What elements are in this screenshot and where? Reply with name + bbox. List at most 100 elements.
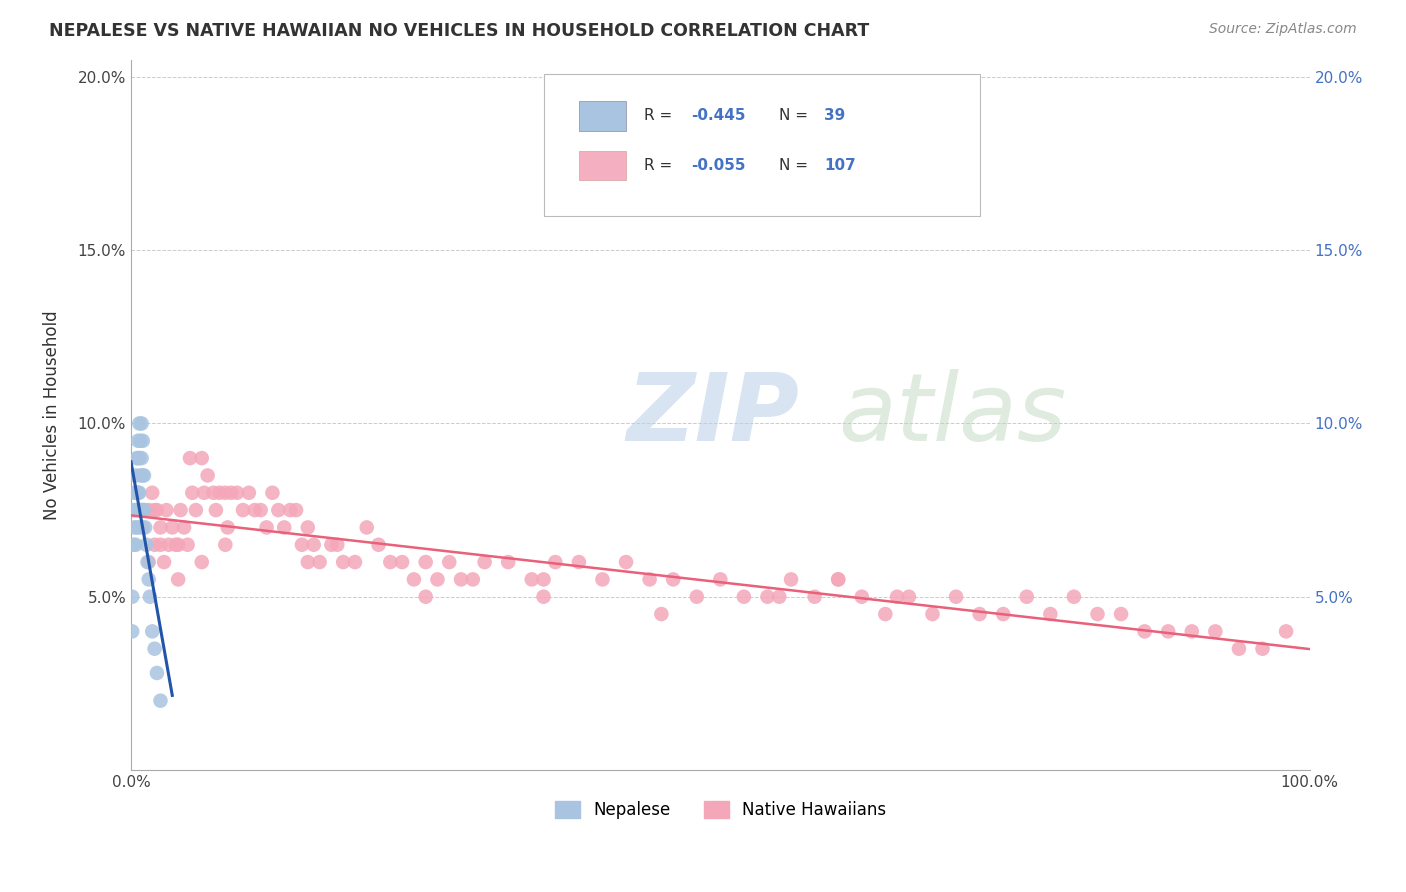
Point <box>132 468 155 483</box>
Point <box>153 555 176 569</box>
Point <box>686 590 709 604</box>
Text: R =: R = <box>644 108 676 123</box>
Point <box>249 503 271 517</box>
Point <box>141 624 163 639</box>
FancyBboxPatch shape <box>544 74 980 216</box>
Point <box>1275 624 1298 639</box>
Point <box>131 451 153 466</box>
Point <box>343 555 366 569</box>
Point <box>226 485 249 500</box>
Point <box>127 451 149 466</box>
Point <box>162 520 184 534</box>
Point <box>132 520 155 534</box>
Point <box>302 538 325 552</box>
Point <box>149 694 172 708</box>
Point <box>450 573 472 587</box>
Point <box>217 520 239 534</box>
Point <box>131 503 153 517</box>
Point <box>122 538 145 552</box>
Point <box>827 573 849 587</box>
Text: 39: 39 <box>824 108 845 123</box>
Point <box>439 555 461 569</box>
Point <box>592 573 614 587</box>
Point <box>132 503 155 517</box>
Point <box>614 555 637 569</box>
Point <box>143 641 166 656</box>
Point <box>356 520 378 534</box>
Point <box>205 503 228 517</box>
Point <box>165 538 187 552</box>
Point <box>135 538 157 552</box>
Point <box>129 468 152 483</box>
Point <box>1181 624 1204 639</box>
Point <box>733 590 755 604</box>
Point <box>496 555 519 569</box>
Point <box>267 503 290 517</box>
Point <box>273 520 295 534</box>
Point <box>426 573 449 587</box>
Point <box>132 503 155 517</box>
Text: R =: R = <box>644 158 676 173</box>
Point <box>544 555 567 569</box>
Point <box>1087 607 1109 621</box>
Point <box>173 520 195 534</box>
Point <box>125 503 148 517</box>
Point <box>232 503 254 517</box>
Point <box>533 590 555 604</box>
Point <box>875 607 897 621</box>
Point <box>367 538 389 552</box>
Point <box>1157 624 1180 639</box>
Point <box>128 485 150 500</box>
Text: atlas: atlas <box>838 369 1066 460</box>
Point <box>291 538 314 552</box>
Point <box>122 503 145 517</box>
Point <box>138 555 160 569</box>
Point <box>332 555 354 569</box>
Point <box>128 520 150 534</box>
Point <box>921 607 943 621</box>
Point <box>285 503 308 517</box>
Point <box>134 503 156 517</box>
Point <box>662 573 685 587</box>
Point <box>768 590 790 604</box>
Point <box>128 417 150 431</box>
Point <box>127 434 149 448</box>
Point <box>993 607 1015 621</box>
Point <box>125 520 148 534</box>
Point <box>945 590 967 604</box>
Text: -0.055: -0.055 <box>690 158 745 173</box>
Point <box>193 485 215 500</box>
Point <box>136 555 159 569</box>
Point <box>184 503 207 517</box>
Point <box>886 590 908 604</box>
Bar <box>579 151 626 180</box>
Point <box>827 573 849 587</box>
Point <box>461 573 484 587</box>
Point <box>415 590 437 604</box>
Point <box>190 555 212 569</box>
Point <box>851 590 873 604</box>
Point <box>256 520 278 534</box>
Text: N =: N = <box>779 158 813 173</box>
Point <box>139 590 162 604</box>
Point <box>1133 624 1156 639</box>
Point <box>202 485 225 500</box>
Point <box>297 555 319 569</box>
Point <box>143 538 166 552</box>
Point <box>181 485 204 500</box>
Point <box>146 665 169 680</box>
Point <box>297 520 319 534</box>
Point <box>167 573 190 587</box>
Point <box>131 417 153 431</box>
Point <box>146 503 169 517</box>
Point <box>897 590 920 604</box>
Y-axis label: No Vehicles in Household: No Vehicles in Household <box>44 310 60 520</box>
Point <box>214 485 236 500</box>
Point <box>179 451 201 466</box>
Point <box>149 538 172 552</box>
Point <box>650 607 672 621</box>
Point <box>321 538 343 552</box>
Point <box>1109 607 1132 621</box>
Point <box>208 485 231 500</box>
Point <box>568 555 591 569</box>
